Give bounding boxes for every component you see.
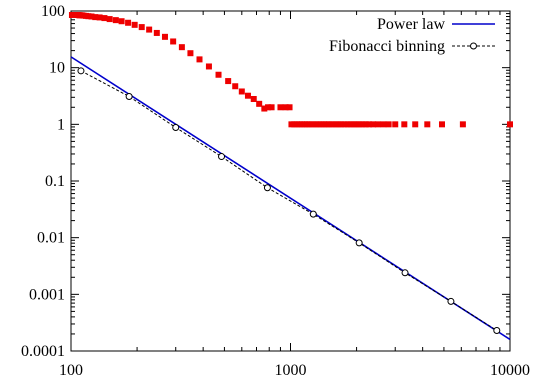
- legend-label-fibonacci-binning: Fibonacci binning: [329, 38, 445, 55]
- data-point-square: [196, 56, 203, 63]
- fibonacci-binning-line: [80, 70, 498, 331]
- fibonacci-binning-point: [447, 297, 455, 305]
- data-point-square: [118, 18, 125, 25]
- data-point-square: [225, 78, 232, 85]
- y-tick-label: 0.01: [37, 230, 65, 247]
- data-point-square: [215, 71, 222, 78]
- data-point-square: [282, 104, 289, 111]
- data-point-square: [412, 121, 419, 128]
- data-point-square: [356, 121, 363, 128]
- axis-ticks: [70, 11, 510, 352]
- y-tick-label: 1: [57, 116, 65, 133]
- data-point-square: [265, 104, 272, 111]
- data-point-square: [344, 121, 351, 128]
- data-point-square: [359, 121, 366, 128]
- data-point-square: [366, 121, 373, 128]
- data-point-square: [106, 16, 113, 23]
- legend: Power law Fibonacci binning: [329, 16, 495, 55]
- x-tick-label: 10000: [490, 362, 530, 379]
- data-point-square: [401, 121, 408, 128]
- data-point-square: [380, 121, 387, 128]
- y-tick-label: 0.1: [45, 173, 65, 190]
- data-point-square: [459, 121, 466, 128]
- legend-marker-fibonacci-binning: [470, 42, 477, 50]
- data-point-square: [256, 100, 263, 107]
- data-point-square: [112, 17, 119, 24]
- data-point-square: [424, 121, 431, 128]
- legend-label-power-law: Power law: [377, 16, 445, 33]
- data-point-square: [146, 26, 153, 33]
- data-point-square: [261, 105, 268, 112]
- plot-frame: [70, 10, 511, 352]
- data-series: [68, 11, 513, 341]
- data-point-square: [385, 121, 392, 128]
- data-point-square: [153, 29, 160, 36]
- data-point-square: [277, 104, 284, 111]
- data-point-square: [187, 50, 194, 57]
- data-point-square: [268, 104, 275, 111]
- data-point-square: [101, 15, 108, 22]
- data-point-square: [88, 13, 95, 20]
- data-point-square: [85, 13, 92, 20]
- data-point-square: [161, 33, 168, 40]
- data-point-square: [374, 121, 381, 128]
- data-point-square: [438, 121, 445, 128]
- data-point-square: [125, 19, 132, 26]
- data-point-square: [244, 92, 251, 99]
- data-point-square: [232, 83, 239, 90]
- data-point-square: [306, 121, 313, 128]
- fibonacci-binning-point: [493, 327, 501, 335]
- y-tick-label: 0.001: [29, 286, 65, 303]
- data-point-square: [326, 121, 333, 128]
- fibonacci-binning-point: [309, 210, 317, 218]
- data-point-square: [205, 63, 212, 70]
- data-point-square: [338, 121, 345, 128]
- fibonacci-binning-point: [77, 67, 85, 75]
- fibonacci-binning-point: [218, 153, 226, 161]
- data-point-square: [370, 121, 377, 128]
- x-tick-label: 100: [59, 362, 83, 379]
- data-point-square: [341, 121, 348, 128]
- y-tick-label: 100: [41, 3, 65, 20]
- data-point-square: [238, 88, 245, 95]
- data-point-square: [250, 95, 257, 102]
- fibonacci-binning-point: [401, 269, 409, 277]
- fibonacci-binning-point: [125, 92, 133, 100]
- y-tick-label: 10: [49, 60, 65, 77]
- data-point-square: [392, 121, 399, 128]
- data-point-square: [92, 14, 99, 21]
- y-tick-label: 0.0001: [21, 343, 65, 360]
- data-point-square: [170, 38, 177, 45]
- x-tick-label: 1000: [275, 362, 307, 379]
- fibonacci-binning-point: [263, 184, 271, 192]
- data-point-square: [96, 14, 103, 21]
- data-point-square: [138, 24, 145, 31]
- axis-tick-labels: 100 1000 10000 100 10 1 0.1 0.01 0.001 0.0001: [21, 3, 530, 379]
- data-point-square: [507, 121, 513, 128]
- fibonacci-binning-point: [355, 239, 363, 247]
- data-point-square: [362, 121, 369, 128]
- data-point-square: [286, 104, 293, 111]
- fibonacci-binning-point: [172, 123, 180, 131]
- data-point-square: [178, 44, 185, 51]
- data-point-square: [131, 21, 138, 28]
- data-point-square: [329, 121, 336, 128]
- power-law-line: [70, 56, 511, 341]
